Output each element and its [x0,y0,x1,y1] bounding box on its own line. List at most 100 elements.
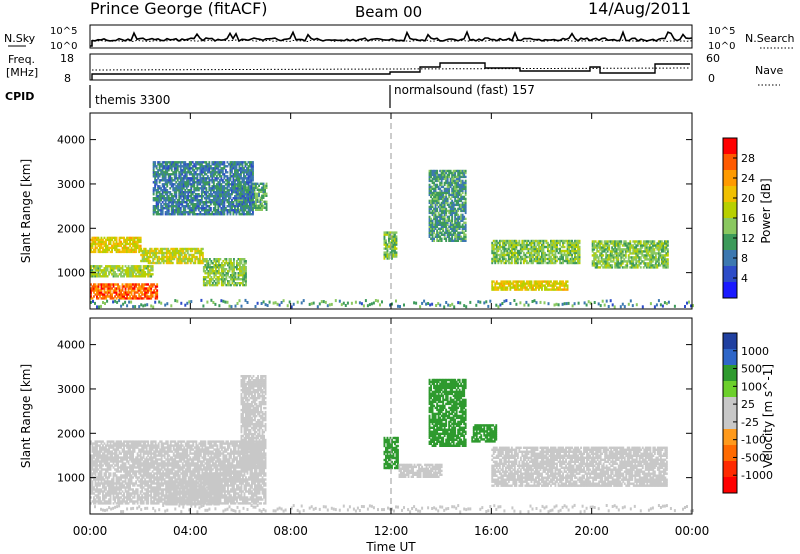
data-cell [518,253,521,257]
data-cell [166,183,169,186]
data-cell [126,283,128,286]
data-cell [179,201,182,204]
data-cell [179,195,182,198]
data-cell [99,289,101,292]
data-cell [503,243,506,247]
data-cell [205,199,208,202]
data-cell [170,251,173,255]
data-cell [533,257,536,261]
data-cell [388,245,390,248]
data-cell [227,282,229,285]
data-cell [246,191,248,194]
data-cell [244,193,247,196]
data-cell [202,276,205,279]
data-cell [162,247,165,251]
data-cell [235,169,238,172]
data-cell [241,167,244,170]
data-cell [150,291,153,294]
data-cell [197,195,200,198]
data-cell [239,282,241,285]
data-cell [146,255,149,259]
data-cell [208,177,211,180]
data-cell [146,257,149,261]
data-cell [109,291,112,294]
data-cell [239,260,241,263]
data-cell [541,261,543,265]
data-cell [108,291,110,294]
data-cell [185,203,188,206]
data-cell [241,192,244,195]
data-cell [563,241,566,245]
data-cell [211,189,214,192]
data-cell [539,239,542,243]
data-cell [223,197,226,200]
data-cell [236,268,238,271]
data-cell [205,213,208,216]
data-cell [542,245,545,249]
data-cell [214,207,217,210]
data-cell [173,179,176,182]
data-cell [185,183,188,186]
data-cell [196,207,199,210]
data-cell [541,253,543,257]
data-cell [111,250,113,254]
data-cell [223,211,226,214]
data-cell [139,289,142,292]
data-cell [255,198,257,201]
data-cell [135,273,138,276]
data-cell [495,249,498,253]
data-cell [428,187,431,191]
data-cell [191,249,194,253]
data-cell [524,257,527,261]
data-cell [234,181,236,184]
data-cell [94,273,97,276]
data-cell [250,179,253,182]
data-cell [124,297,127,300]
data-cell [170,165,173,168]
data-cell [102,285,104,288]
data-cell [464,207,467,211]
data-cell [214,197,217,200]
data-cell [93,287,95,290]
data-cell [261,196,263,199]
data-cell [449,179,452,183]
data-cell [240,207,242,210]
data-cell [513,259,516,263]
data-cell [542,251,545,255]
data-cell [454,233,457,236]
data-cell [141,283,144,286]
data-cell [193,189,196,192]
data-cell [168,255,171,259]
data-cell [504,249,507,253]
data-cell [118,287,121,290]
data-cell [194,187,197,190]
data-cell [130,293,133,296]
data-cell [431,239,434,242]
data-cell [536,243,539,247]
data-cell [445,171,448,175]
data-cell [216,270,219,273]
data-cell [575,255,578,259]
data-cell [556,249,558,253]
data-cell [566,257,569,261]
data-cell [156,251,159,255]
data-cell [91,236,94,240]
data-cell [120,271,122,274]
data-cell [186,257,189,261]
data-cell [243,274,246,277]
data-cell [229,169,232,172]
data-cell [212,197,215,200]
data-cell [231,266,234,269]
data-cell [533,247,536,251]
data-cell [532,253,534,257]
data-cell [121,242,124,246]
data-cell [161,167,164,170]
data-cell [252,213,254,216]
data-cell [163,175,166,178]
data-cell [449,213,452,217]
data-cell [440,185,443,189]
data-cell [108,287,110,290]
data-cell [383,239,386,242]
data-cell [188,199,191,202]
data-cell [500,280,503,283]
